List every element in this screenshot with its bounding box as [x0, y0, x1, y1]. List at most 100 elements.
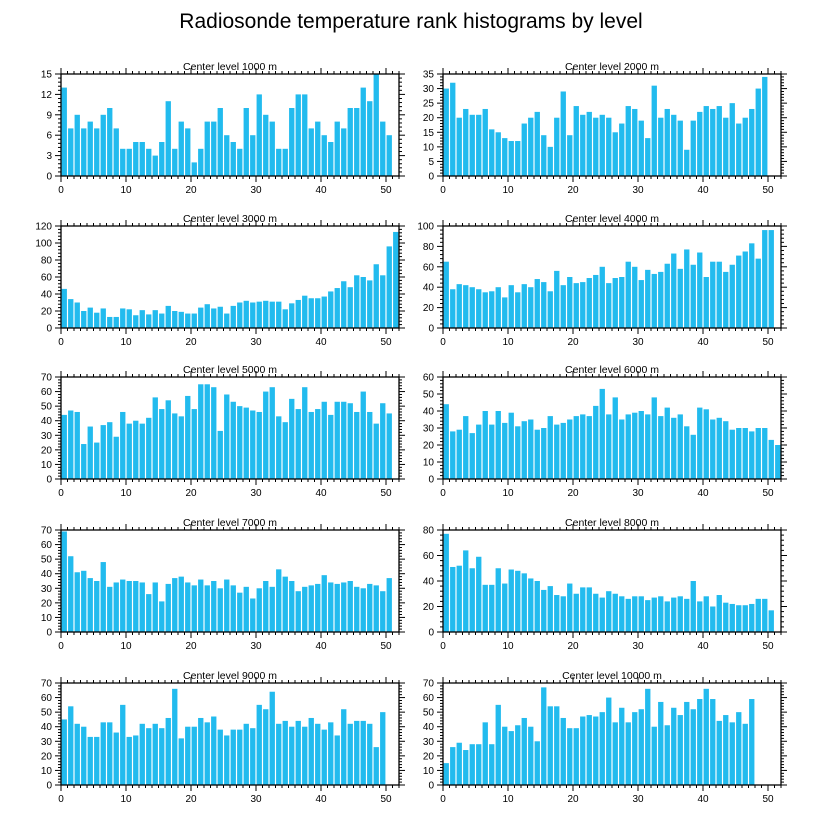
y-tick-label: 40 — [41, 290, 53, 301]
histogram-bar — [684, 149, 690, 176]
histogram-bar — [567, 728, 573, 785]
histogram-bar — [393, 231, 399, 328]
histogram-bar — [567, 419, 573, 479]
y-tick-label: 20 — [423, 113, 435, 124]
x-tick-label: 50 — [380, 794, 392, 805]
y-tick-label: 40 — [423, 722, 435, 733]
histogram-bar — [703, 409, 709, 479]
y-tick-label: 40 — [423, 283, 435, 294]
histogram-bar — [87, 736, 93, 785]
histogram-bar — [74, 572, 80, 632]
histogram-bar — [386, 135, 392, 176]
y-tick-label: 0 — [428, 324, 434, 335]
histogram-bar — [302, 295, 308, 328]
y-tick-label: 40 — [423, 407, 435, 418]
histogram-bar — [243, 300, 249, 328]
histogram-bar — [269, 691, 275, 785]
histogram-bar — [508, 731, 514, 785]
histogram-bar — [107, 586, 113, 632]
histogram-bar — [599, 266, 605, 328]
histogram-bar — [619, 596, 625, 632]
x-tick-label: 50 — [380, 337, 392, 348]
histogram-bar — [178, 576, 184, 632]
histogram-bar — [469, 568, 475, 632]
x-tick-label: 30 — [250, 185, 262, 196]
y-tick-label: 60 — [423, 373, 435, 384]
histogram-bar — [638, 280, 644, 328]
histogram-bar — [658, 596, 664, 632]
histogram-bar — [651, 597, 657, 632]
histogram-bar — [126, 148, 132, 176]
histogram-bar — [586, 715, 592, 785]
histogram-bar — [328, 722, 334, 785]
histogram-bar — [178, 738, 184, 785]
histogram-bar — [81, 128, 87, 176]
histogram-bar — [237, 302, 243, 328]
histogram-bar — [276, 148, 282, 176]
y-tick-label: 80 — [423, 242, 435, 253]
histogram-bar — [762, 428, 768, 479]
histogram-bar — [178, 311, 184, 328]
histogram-bar — [489, 291, 495, 328]
y-tick-label: 10 — [423, 142, 435, 153]
x-tick-label: 20 — [185, 185, 197, 196]
histogram-bar — [521, 284, 527, 328]
histogram-bar — [211, 581, 217, 632]
histogram-bar — [289, 398, 295, 479]
histogram-bar — [476, 289, 482, 328]
histogram-bar — [243, 586, 249, 632]
histogram-bar — [762, 230, 768, 328]
histogram-bar — [107, 422, 113, 479]
histogram-bar — [489, 744, 495, 785]
histogram-bar — [456, 429, 462, 479]
x-tick-label: 10 — [120, 794, 132, 805]
histogram-bar — [476, 744, 482, 785]
histogram-bar — [580, 114, 586, 176]
x-tick-label: 20 — [185, 641, 197, 652]
histogram-bar — [716, 261, 722, 328]
histogram-bar — [606, 697, 612, 785]
panel-title: Center level 2000 m — [565, 61, 659, 73]
y-tick-label: 50 — [41, 708, 53, 719]
histogram-bar — [619, 123, 625, 176]
histogram-bar — [74, 114, 80, 176]
y-tick-label: 50 — [423, 390, 435, 401]
y-tick-label: 35 — [423, 70, 435, 81]
histogram-bar — [217, 108, 223, 176]
histogram-bar — [191, 585, 197, 632]
histogram-bar — [68, 556, 74, 632]
histogram-bar — [354, 720, 360, 785]
histogram-bar — [697, 699, 703, 785]
histogram-bar — [515, 725, 521, 785]
histogram-bar — [172, 688, 178, 785]
histogram-bar — [289, 726, 295, 785]
histogram-bar — [560, 91, 566, 176]
histogram-bar — [347, 723, 353, 785]
histogram-bar — [716, 417, 722, 479]
histogram-bar — [120, 704, 126, 785]
histogram-bar — [599, 388, 605, 479]
histogram-bar — [217, 588, 223, 632]
histogram-bar — [107, 722, 113, 785]
x-tick-label: 10 — [502, 794, 514, 805]
histogram-bar — [94, 736, 100, 785]
histogram-bar — [632, 266, 638, 328]
histogram-bar — [521, 123, 527, 176]
histogram-bar — [204, 121, 210, 176]
histogram-bar — [690, 434, 696, 479]
histogram-bar — [671, 417, 677, 479]
histogram-bar — [443, 533, 449, 632]
histogram-bar — [191, 409, 197, 479]
histogram-bar — [113, 316, 119, 328]
histogram-bar — [482, 108, 488, 176]
x-tick-label: 50 — [762, 794, 774, 805]
histogram-bar — [664, 407, 670, 479]
histogram-bar — [360, 588, 366, 632]
x-tick-label: 20 — [567, 641, 579, 652]
y-tick-label: 30 — [423, 424, 435, 435]
histogram-bar — [380, 121, 386, 176]
y-tick-label: 70 — [41, 526, 53, 537]
x-tick-label: 0 — [440, 641, 446, 652]
y-tick-label: 6 — [46, 131, 52, 142]
histogram-bar — [165, 717, 171, 785]
